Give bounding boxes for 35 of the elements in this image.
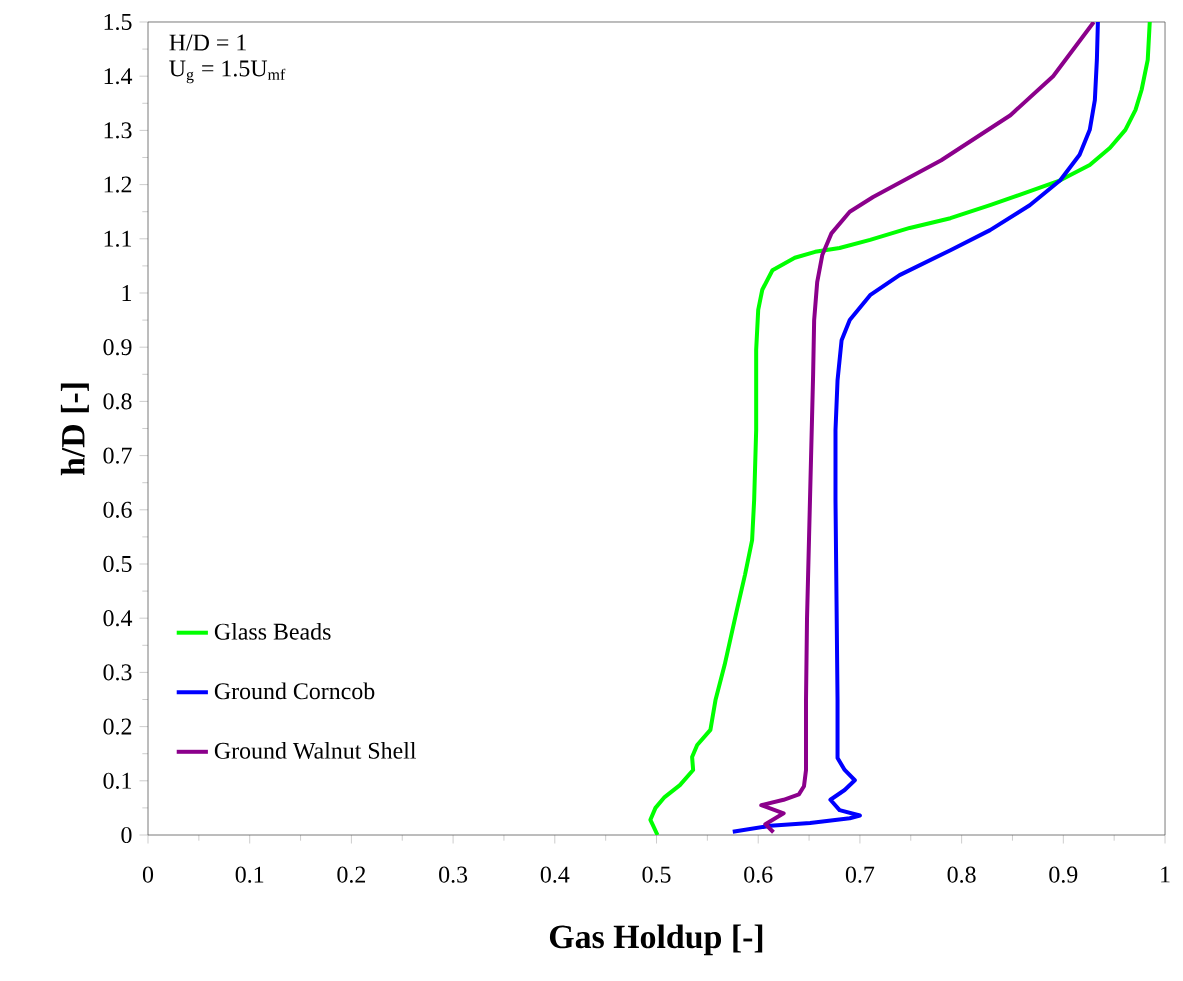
x-tick-label: 0.2 (337, 866, 366, 883)
y-tick-label: 1.3 (104, 122, 132, 139)
y-tick-label: 0.3 (103, 664, 132, 681)
x-tick-label: 0 (142, 866, 154, 883)
x-tick-label: 0.9 (1049, 866, 1078, 883)
y-tick-label: 1.1 (104, 230, 132, 247)
x-tick-label: 0.3 (439, 866, 468, 883)
x-tick-label: 0.4 (540, 866, 570, 883)
y-tick-label: 0.1 (103, 772, 132, 789)
x-tick-label: 0.1 (235, 866, 264, 883)
y-tick-label: 0.4 (103, 610, 133, 627)
y-tick-label: 0.9 (103, 339, 132, 356)
x-tick-label: 0.8 (947, 866, 976, 883)
annotation: H/D = 1 (169, 34, 246, 51)
x-tick-label: 0.6 (744, 866, 773, 883)
y-tick-label: 0.2 (103, 718, 132, 735)
y-tick-label: 1.5 (104, 13, 132, 31)
y-tick-label: 1 (122, 285, 132, 301)
line-series (648, 21, 1152, 835)
y-axis-title: h/D [-] (60, 383, 89, 476)
legend-label: Glass Beads (214, 622, 331, 640)
annotation: U$_{g}$ = 1.5U$_{mf}$ (169, 60, 286, 84)
y-tick-label: 0.6 (103, 501, 132, 518)
y-tick-label: 0 (121, 826, 132, 844)
x-tick-label: 0.7 (845, 866, 875, 883)
x-axis-title: Gas Holdup [-] (549, 924, 763, 956)
y-tick-label: 1.4 (104, 68, 133, 85)
y-tick-label: 0.7 (103, 447, 132, 464)
legend-label: Ground Walnut Shell (214, 742, 417, 759)
y-tick-label: 0.5 (103, 555, 132, 573)
legend-label: Ground Corncob (214, 682, 375, 700)
x-tick-label: 0.5 (642, 866, 671, 883)
y-tick-label: 1.2 (104, 176, 132, 193)
y-tick-label: 0.8 (103, 393, 132, 410)
x-tick-label: 1 (1161, 866, 1170, 883)
